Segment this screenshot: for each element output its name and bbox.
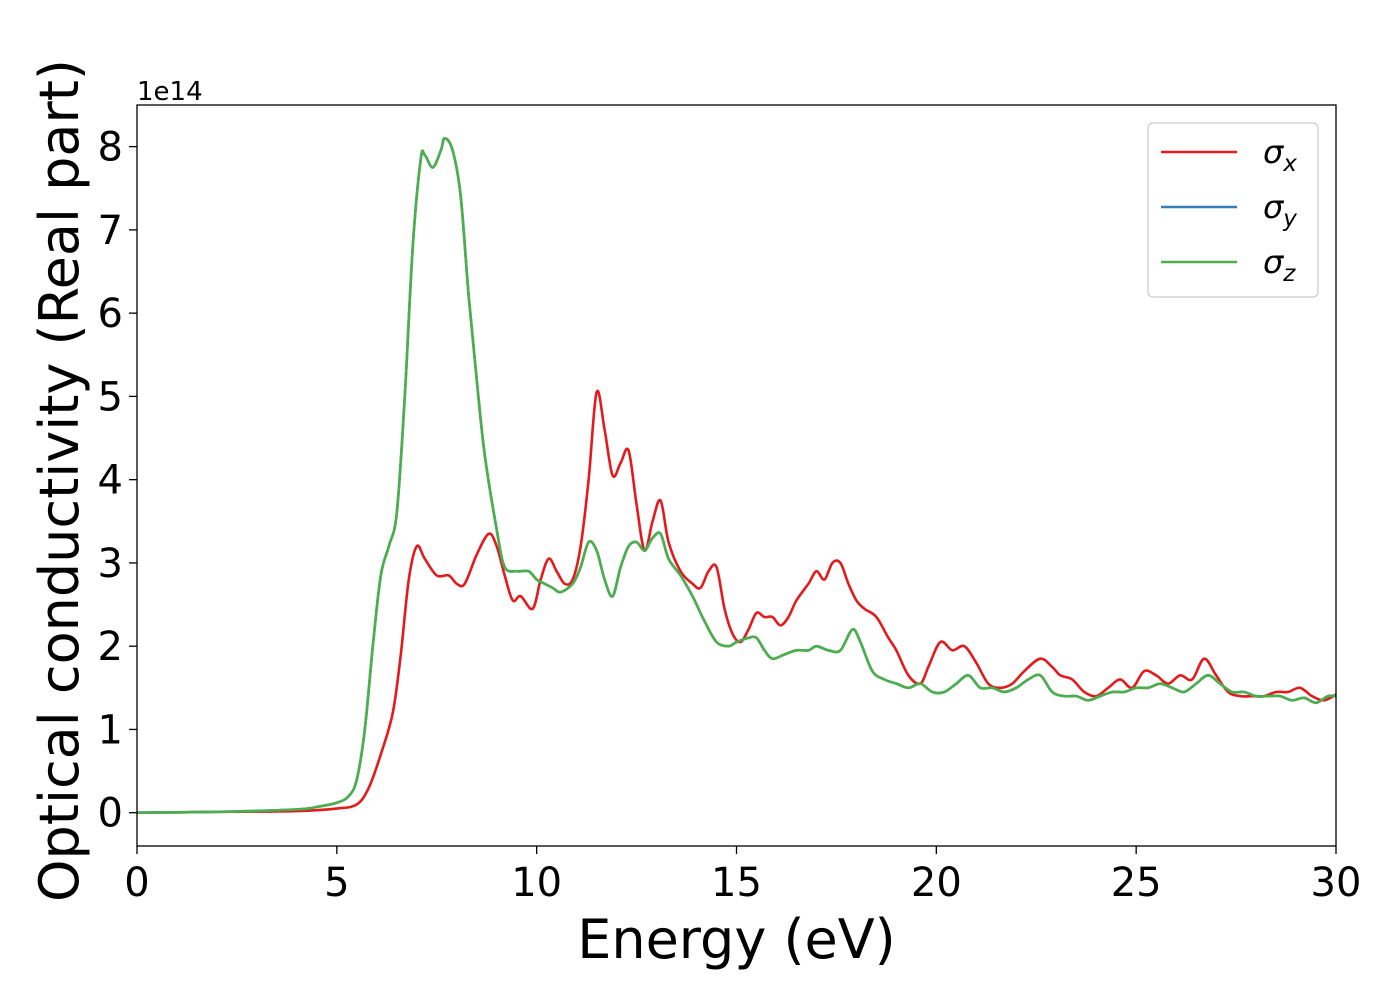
y-tick-label: 3 <box>98 541 123 587</box>
y-axis-label: Optical conductivity (Real part) <box>28 59 91 902</box>
y-axis-offset-label: 1e14 <box>137 77 203 107</box>
y-tick-label: 6 <box>98 291 123 337</box>
y-tick-label: 8 <box>98 125 123 171</box>
plot-area <box>137 137 1336 814</box>
legend-box <box>1147 122 1319 298</box>
y-tick-label: 4 <box>98 458 123 504</box>
series-line-x <box>137 389 1336 814</box>
axes: 0 5 10 15 20 25 30 0 1 2 3 4 5 6 7 8 <box>98 104 1362 906</box>
legend: σx σy σz <box>1147 122 1319 298</box>
x-tick-label: 25 <box>1111 860 1162 906</box>
y-tick-label: 7 <box>98 208 123 254</box>
x-axis-label: Energy (eV) <box>577 908 896 971</box>
x-tick-label: 30 <box>1311 860 1362 906</box>
x-tick-label: 15 <box>711 860 762 906</box>
series-line-z <box>137 137 1336 814</box>
x-tick-label: 10 <box>511 860 562 906</box>
y-tick-label: 5 <box>98 374 123 420</box>
legend-label-x: σx <box>1263 133 1297 177</box>
y-tick-label: 0 <box>98 791 123 837</box>
y-tick-label: 1 <box>98 707 123 753</box>
legend-label-z: σz <box>1263 243 1296 287</box>
x-tick-label: 20 <box>911 860 962 906</box>
legend-label-y: σy <box>1263 188 1297 232</box>
x-tick-label: 5 <box>324 860 349 906</box>
x-tick-label: 0 <box>124 860 149 906</box>
y-tick-label: 2 <box>98 624 123 670</box>
